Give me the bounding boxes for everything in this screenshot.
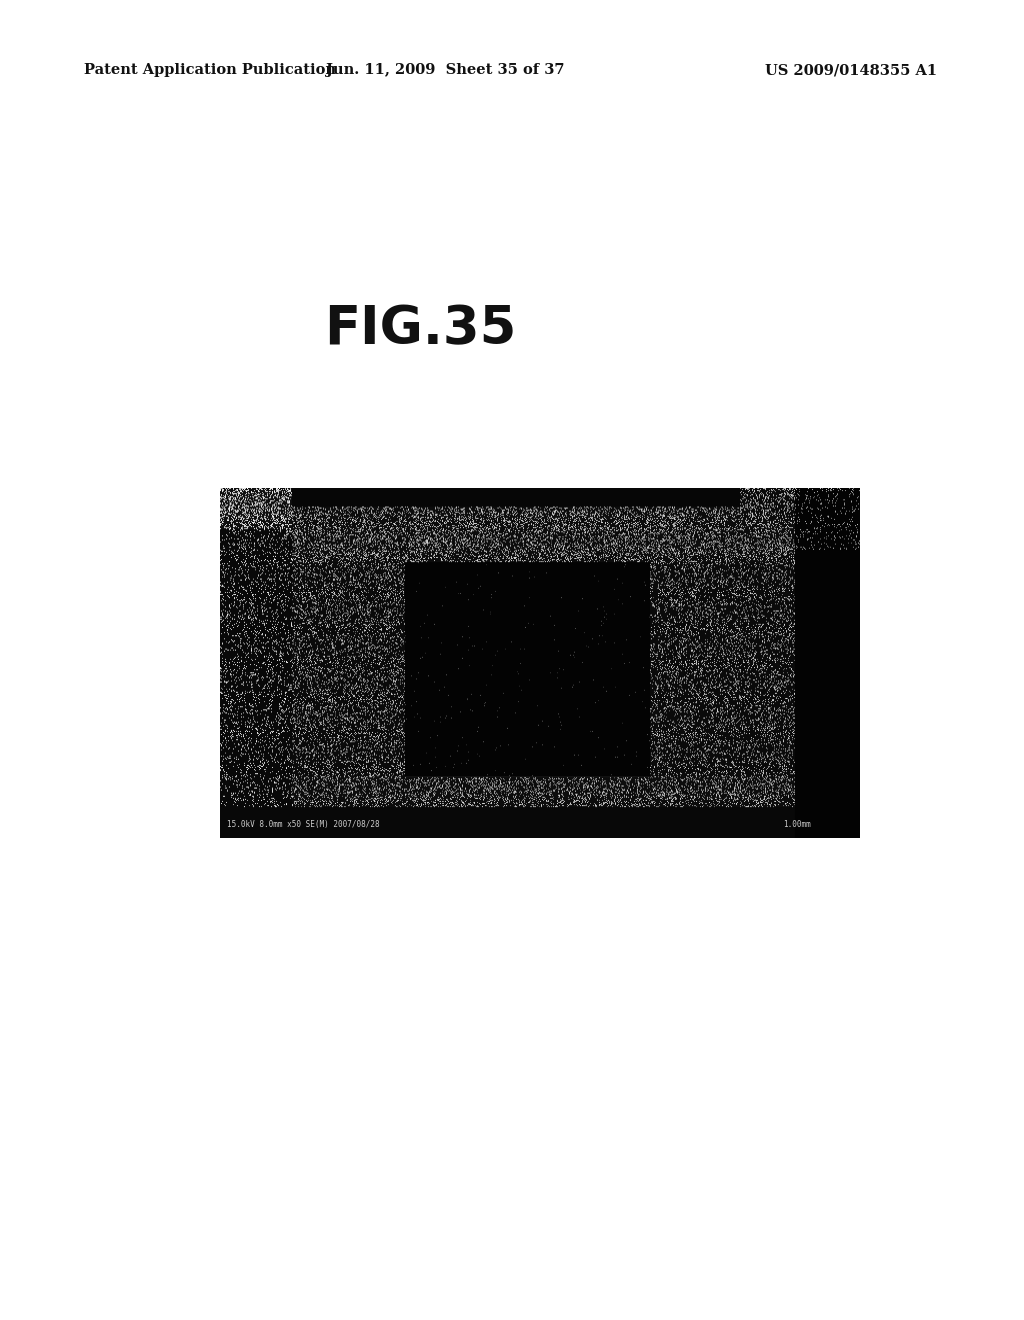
Text: FIG.35: FIG.35 (324, 304, 516, 355)
Text: 1.00mm: 1.00mm (783, 821, 811, 829)
Text: US 2009/0148355 A1: US 2009/0148355 A1 (765, 63, 937, 78)
Text: 15.0kV 8.0mm x50 SE(M) 2007/08/28: 15.0kV 8.0mm x50 SE(M) 2007/08/28 (226, 821, 379, 829)
Text: Patent Application Publication: Patent Application Publication (84, 63, 336, 78)
Text: Jun. 11, 2009  Sheet 35 of 37: Jun. 11, 2009 Sheet 35 of 37 (327, 63, 564, 78)
